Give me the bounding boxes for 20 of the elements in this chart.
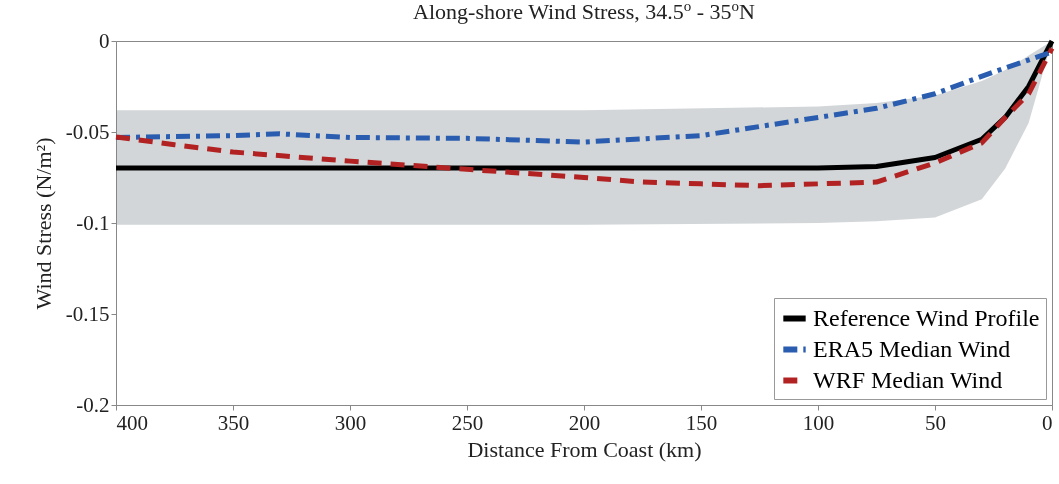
x-tick-label: 350 [217,410,250,435]
y-tick-label: -0.15 [65,301,110,326]
y-axis-title: Wind Stress (N/m²) [30,137,56,310]
x-tick-label: 200 [568,410,601,435]
x-tick-label: 50 [925,410,946,435]
x-axis-title: Distance From Coast (km) [467,436,702,462]
legend-label: Reference Wind Profile [813,304,1040,331]
y-tick-label: -0.1 [76,210,110,235]
x-tick-label: 0 [1042,410,1053,435]
chart-title: Along-shore Wind Stress, 34.5$^{o}$ - 35$^{o}$N [413,0,756,24]
y-tick-label: -0.2 [76,392,110,417]
legend-label: WRF Median Wind [813,366,1003,393]
y-tick-label: -0.05 [65,119,110,144]
x-tick-label: 150 [685,410,718,435]
y-tick-label: 0 [99,28,110,53]
x-tick-label: 250 [451,410,484,435]
x-tick-label: 100 [802,410,835,435]
x-tick-label: 300 [334,410,367,435]
legend-label: ERA5 Median Wind [813,335,1011,362]
x-tick-label: 400 [116,410,148,435]
